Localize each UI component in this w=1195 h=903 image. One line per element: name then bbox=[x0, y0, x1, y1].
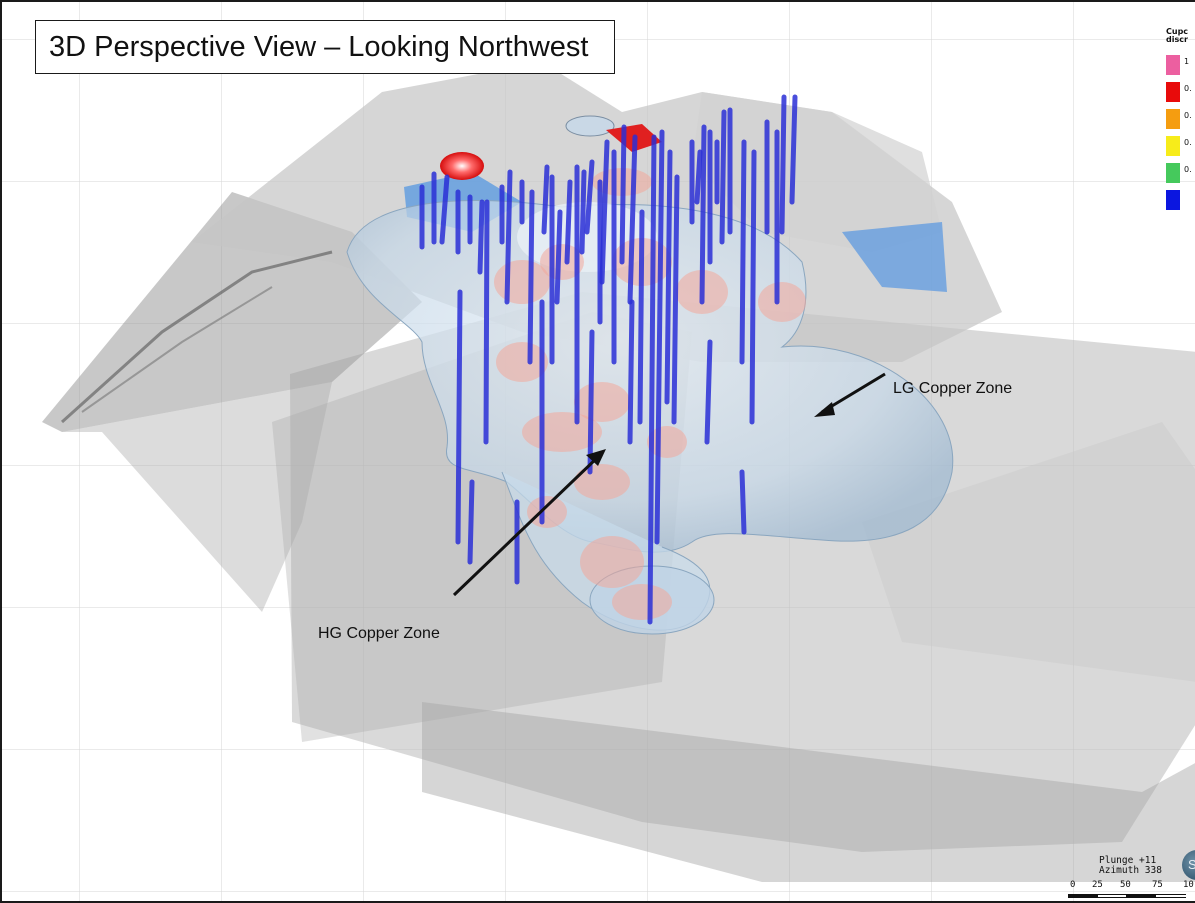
scale-tick: 50 bbox=[1120, 880, 1131, 890]
legend-row: 0. bbox=[1166, 163, 1195, 190]
scale-segment bbox=[1126, 894, 1156, 898]
drillhole-trace bbox=[455, 289, 463, 545]
drillhole-trace bbox=[739, 139, 747, 365]
legend-row: 1 bbox=[1166, 55, 1195, 82]
legend-row: 0. bbox=[1166, 82, 1195, 109]
drillhole-trace bbox=[779, 94, 787, 235]
drillhole-trace bbox=[467, 479, 475, 565]
compass-icon[interactable]: S bbox=[1182, 850, 1195, 880]
drillhole-trace bbox=[584, 159, 595, 235]
scale-tick: 10 bbox=[1183, 880, 1194, 890]
legend-tick: 0. bbox=[1184, 111, 1192, 120]
legend-swatch-blue bbox=[1166, 190, 1180, 210]
legend-tick: 1 bbox=[1184, 57, 1190, 66]
scale-tick: 0 bbox=[1070, 880, 1076, 890]
drillhole-trace bbox=[579, 169, 587, 255]
drillhole-trace bbox=[439, 174, 450, 245]
drillhole-trace bbox=[664, 149, 673, 405]
drillhole-trace bbox=[789, 94, 798, 205]
drillhole-trace bbox=[637, 209, 645, 425]
legend-swatch-pink bbox=[1166, 55, 1180, 75]
scale-tick: 25 bbox=[1092, 880, 1103, 890]
plunge-readout: Plunge +11 bbox=[1099, 855, 1157, 866]
azimuth-readout: Azimuth 338 bbox=[1099, 865, 1162, 876]
legend-tick: 0. bbox=[1184, 84, 1192, 93]
hg-copper-zone-shell bbox=[494, 168, 806, 620]
drillhole-trace bbox=[699, 124, 707, 305]
drillhole-trace bbox=[694, 149, 703, 205]
legend-swatch-red bbox=[1166, 82, 1180, 102]
view-orientation: Plunge +11 Azimuth 338 bbox=[1099, 856, 1162, 876]
drillhole-trace bbox=[527, 189, 535, 365]
annotation-arrows bbox=[452, 372, 886, 597]
scale-bar: 0 25 50 75 10 bbox=[1064, 880, 1195, 901]
drillhole-traces bbox=[419, 94, 798, 625]
drillhole-trace bbox=[704, 339, 713, 445]
drillhole-trace bbox=[541, 164, 550, 235]
legend-swatch-orange bbox=[1166, 109, 1180, 129]
legend-swatch-yellow bbox=[1166, 136, 1180, 156]
drillhole-trace bbox=[749, 149, 757, 425]
lg-copper-zone-label: LG Copper Zone bbox=[893, 380, 1013, 397]
drillhole-trace bbox=[647, 134, 657, 625]
drillhole-trace bbox=[564, 179, 573, 265]
drillhole-trace bbox=[627, 299, 635, 445]
drillhole-trace bbox=[554, 209, 563, 305]
hg-copper-zone-label: HG Copper Zone bbox=[318, 625, 440, 642]
drillhole-trace bbox=[671, 174, 680, 425]
drillhole-trace bbox=[599, 139, 610, 285]
drillhole-trace bbox=[504, 169, 513, 305]
drillhole-trace bbox=[483, 199, 490, 445]
scale-tick: 75 bbox=[1152, 880, 1163, 890]
view-title: 3D Perspective View – Looking Northwest bbox=[35, 20, 615, 74]
drillhole-trace bbox=[627, 134, 638, 305]
drillhole-trace bbox=[619, 124, 627, 265]
legend-row: 0. bbox=[1166, 136, 1195, 163]
compass-letter: S bbox=[1188, 857, 1195, 872]
scale-segment bbox=[1068, 894, 1098, 898]
legend-tick: 0. bbox=[1184, 165, 1192, 174]
legend-swatch-green bbox=[1166, 163, 1180, 183]
legend-row: 0. bbox=[1166, 109, 1195, 136]
scale-segment bbox=[1098, 894, 1126, 898]
drillhole-trace bbox=[739, 469, 747, 535]
high-grade-red-blob bbox=[440, 152, 484, 180]
scale-segment bbox=[1156, 894, 1186, 898]
drillhole-trace bbox=[719, 109, 727, 245]
grade-legend: Cupc discr 1 0. 0. 0. 0. bbox=[1166, 28, 1195, 217]
legend-tick: 0. bbox=[1184, 138, 1192, 147]
legend-title: Cupc discr bbox=[1166, 27, 1189, 44]
legend-row bbox=[1166, 190, 1195, 217]
drillhole-trace bbox=[477, 199, 485, 275]
drillhole-trace bbox=[654, 129, 665, 545]
drillhole-trace bbox=[587, 329, 595, 475]
